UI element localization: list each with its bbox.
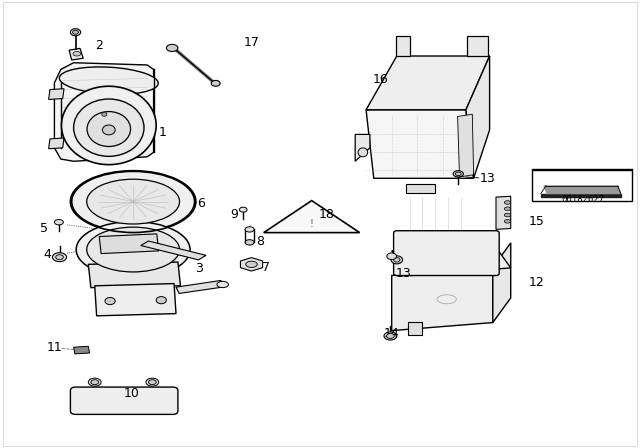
Ellipse shape <box>239 207 247 212</box>
Ellipse shape <box>102 125 115 135</box>
Ellipse shape <box>102 112 107 116</box>
Text: 18: 18 <box>319 207 335 221</box>
Ellipse shape <box>211 81 220 86</box>
Ellipse shape <box>394 258 400 262</box>
Polygon shape <box>493 243 511 323</box>
Text: !: ! <box>310 219 314 229</box>
Polygon shape <box>69 48 83 60</box>
Ellipse shape <box>73 30 78 34</box>
Polygon shape <box>176 280 225 293</box>
Text: 13: 13 <box>396 267 412 280</box>
Polygon shape <box>366 56 490 110</box>
Ellipse shape <box>504 220 511 223</box>
Ellipse shape <box>72 171 195 232</box>
Ellipse shape <box>54 220 63 225</box>
Polygon shape <box>264 201 360 233</box>
Polygon shape <box>544 186 621 194</box>
Text: 17: 17 <box>243 36 259 49</box>
Polygon shape <box>99 234 159 254</box>
Ellipse shape <box>87 227 179 272</box>
Text: 1: 1 <box>159 125 166 139</box>
Bar <box>532 170 632 201</box>
Ellipse shape <box>70 29 81 36</box>
Polygon shape <box>141 241 206 260</box>
Ellipse shape <box>105 297 115 305</box>
Polygon shape <box>241 258 262 271</box>
Text: 10: 10 <box>124 387 140 400</box>
Polygon shape <box>74 346 90 354</box>
Polygon shape <box>458 114 474 177</box>
Polygon shape <box>466 56 490 178</box>
Ellipse shape <box>384 332 397 340</box>
Text: 15: 15 <box>529 215 545 228</box>
Text: 3: 3 <box>195 262 203 276</box>
FancyBboxPatch shape <box>70 387 178 414</box>
Text: 2: 2 <box>95 39 102 52</box>
Polygon shape <box>392 243 511 276</box>
Ellipse shape <box>453 171 463 177</box>
Text: 14: 14 <box>384 327 400 340</box>
Polygon shape <box>95 284 176 316</box>
Ellipse shape <box>504 213 511 217</box>
Ellipse shape <box>60 67 158 95</box>
Text: 13: 13 <box>480 172 496 185</box>
FancyBboxPatch shape <box>394 231 499 276</box>
Text: 12: 12 <box>529 276 545 289</box>
Ellipse shape <box>61 86 156 165</box>
Text: 8: 8 <box>256 234 264 248</box>
Ellipse shape <box>217 281 228 288</box>
Ellipse shape <box>73 52 81 56</box>
Polygon shape <box>49 138 64 149</box>
Ellipse shape <box>387 253 397 260</box>
Ellipse shape <box>52 253 67 262</box>
Ellipse shape <box>87 179 179 224</box>
Polygon shape <box>88 262 180 288</box>
Ellipse shape <box>146 378 159 386</box>
Ellipse shape <box>391 256 403 264</box>
Ellipse shape <box>74 99 144 156</box>
Ellipse shape <box>88 378 101 386</box>
Polygon shape <box>467 36 488 56</box>
Ellipse shape <box>358 148 367 157</box>
Ellipse shape <box>245 227 254 232</box>
Ellipse shape <box>76 222 190 278</box>
Text: 4: 4 <box>44 248 51 261</box>
Polygon shape <box>541 194 621 197</box>
Ellipse shape <box>56 254 63 260</box>
Ellipse shape <box>166 44 178 52</box>
Ellipse shape <box>245 240 254 245</box>
Polygon shape <box>355 134 370 161</box>
Polygon shape <box>396 36 410 56</box>
Ellipse shape <box>91 380 99 384</box>
Ellipse shape <box>387 333 394 339</box>
Text: 6: 6 <box>197 197 205 211</box>
Polygon shape <box>408 322 422 335</box>
Polygon shape <box>49 89 64 99</box>
Ellipse shape <box>504 201 511 204</box>
Ellipse shape <box>504 207 511 211</box>
Ellipse shape <box>148 380 156 384</box>
Text: 5: 5 <box>40 222 47 235</box>
Ellipse shape <box>156 297 166 304</box>
Ellipse shape <box>456 172 461 176</box>
Polygon shape <box>496 196 511 229</box>
Polygon shape <box>54 63 154 161</box>
Polygon shape <box>406 184 435 193</box>
Text: 11: 11 <box>46 340 62 354</box>
Polygon shape <box>366 110 474 178</box>
Text: 16: 16 <box>372 73 388 86</box>
Text: 7: 7 <box>262 261 270 275</box>
Polygon shape <box>392 268 493 331</box>
Ellipse shape <box>246 261 257 267</box>
Ellipse shape <box>87 112 131 146</box>
Text: 9: 9 <box>230 207 238 221</box>
Text: 00182627: 00182627 <box>561 195 604 204</box>
